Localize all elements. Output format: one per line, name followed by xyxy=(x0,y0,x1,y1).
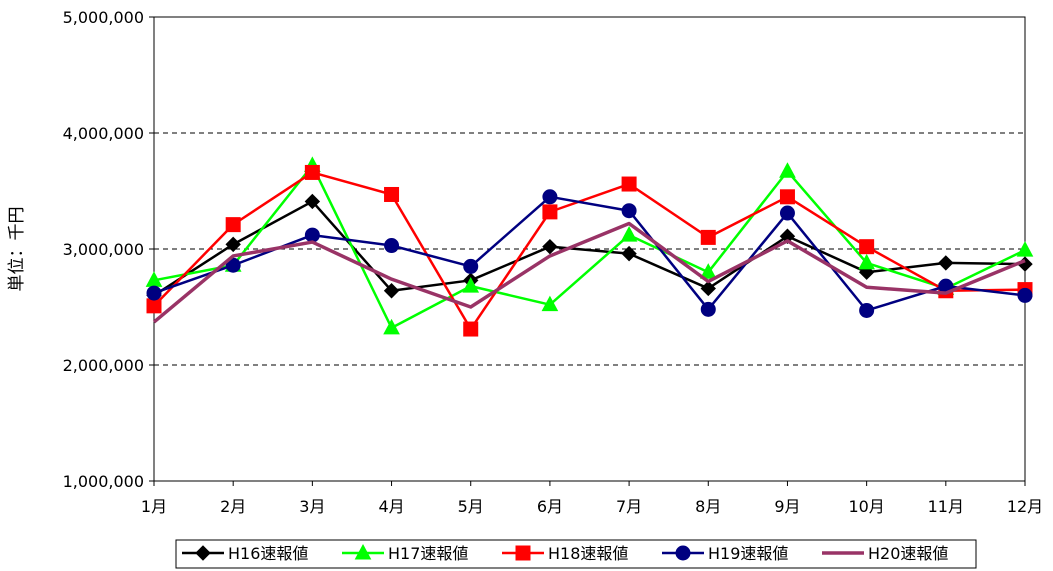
data-point xyxy=(779,205,795,221)
data-point xyxy=(859,239,875,255)
legend-label: H16速報値 xyxy=(228,544,308,563)
legend-label: H19速報値 xyxy=(708,544,788,563)
x-tick-label: 10月 xyxy=(848,497,884,516)
data-point xyxy=(304,164,320,180)
data-point xyxy=(304,193,321,210)
data-point xyxy=(225,236,241,253)
data-point xyxy=(225,257,241,273)
legend-item: H17速報値 xyxy=(342,543,468,563)
data-point xyxy=(859,302,875,318)
series-line xyxy=(152,221,1026,324)
data-point xyxy=(463,258,479,274)
data-point xyxy=(938,255,954,271)
y-axis-label: 単位：千円 xyxy=(7,207,27,292)
data-point xyxy=(383,318,400,335)
y-tick-label: 2,000,000 xyxy=(63,356,144,375)
data-point xyxy=(700,280,716,297)
x-tick-label: 6月 xyxy=(537,497,563,516)
x-tick-label: 4月 xyxy=(378,497,404,516)
data-point xyxy=(700,301,716,317)
data-point xyxy=(620,226,638,242)
legend-item: H19速報値 xyxy=(662,544,788,563)
x-tick-label: 2月 xyxy=(220,497,246,516)
series-line xyxy=(153,171,1026,331)
data-point xyxy=(146,285,162,301)
data-point xyxy=(1017,287,1033,303)
y-tick-label: 3,000,000 xyxy=(63,240,144,259)
data-point xyxy=(462,277,480,293)
legend-marker xyxy=(675,545,691,561)
data-point xyxy=(384,186,400,202)
y-tick-label: 4,000,000 xyxy=(63,124,144,143)
data-point xyxy=(542,204,558,220)
data-point xyxy=(779,162,796,178)
data-point xyxy=(699,263,717,279)
x-tick-label: 3月 xyxy=(299,497,325,516)
data-point xyxy=(146,298,162,314)
series-4 xyxy=(146,189,1033,318)
x-axis-ticks: 1月 2月 3月 4月 5月 6月 7月 8月 9月 10月 11月 12月 xyxy=(141,481,1043,516)
x-tick-label: 11月 xyxy=(928,497,964,516)
y-tick-label: 1,000,000 xyxy=(63,472,144,491)
data-point xyxy=(779,189,795,205)
x-tick-label: 9月 xyxy=(774,497,800,516)
legend-item: H20速報値 xyxy=(822,544,948,563)
series-5 xyxy=(152,221,1026,324)
series-line xyxy=(153,195,1026,312)
series-3 xyxy=(146,164,1033,337)
series-line xyxy=(153,200,1026,297)
legend-marker xyxy=(195,545,211,561)
data-point xyxy=(621,245,637,262)
data-point xyxy=(383,283,400,299)
y-tick-label: 5,000,000 xyxy=(63,8,144,27)
legend-label: H18速報値 xyxy=(548,544,628,563)
data-point xyxy=(463,321,479,337)
data-point xyxy=(621,176,637,192)
x-tick-label: 8月 xyxy=(695,497,721,516)
legend-label: H17速報値 xyxy=(388,544,468,563)
series-2 xyxy=(145,156,1034,335)
data-point xyxy=(225,217,241,233)
series-group xyxy=(145,156,1034,337)
data-point xyxy=(304,227,320,243)
data-point xyxy=(541,295,559,312)
legend-marker xyxy=(354,543,372,560)
x-tick-label: 12月 xyxy=(1007,497,1043,516)
legend-item: H16速報値 xyxy=(182,544,308,563)
data-point xyxy=(700,229,716,245)
data-point xyxy=(542,189,558,205)
data-point xyxy=(779,228,796,244)
data-point xyxy=(542,238,558,255)
data-point xyxy=(621,203,637,219)
legend-item: H18速報値 xyxy=(502,544,628,563)
data-point xyxy=(384,238,400,254)
x-tick-label: 5月 xyxy=(458,497,484,516)
legend-marker xyxy=(515,545,531,561)
data-point xyxy=(858,253,875,270)
y-axis-ticks: 1,000,000 2,000,000 3,000,000 4,000,000 5,00… xyxy=(63,8,154,491)
x-tick-label: 7月 xyxy=(616,497,642,516)
legend-label: H20速報値 xyxy=(868,544,948,563)
x-tick-label: 1月 xyxy=(141,497,167,516)
data-point xyxy=(1016,241,1034,257)
legend: H16速報値 H17速報値 H18速報値 H19速報値 H20速報値 xyxy=(175,539,977,569)
